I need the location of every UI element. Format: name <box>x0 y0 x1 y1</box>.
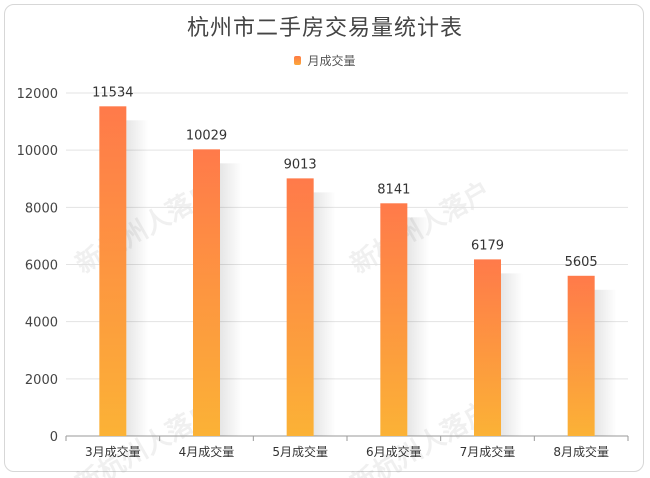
chart-legend[interactable]: 月成交量 <box>0 52 650 69</box>
bars: 11534 10029 9013 8141 6179 5605 <box>92 85 617 437</box>
legend-swatch <box>294 56 302 65</box>
x-tick-label: 5月成交量 <box>272 444 328 459</box>
y-tick-label: 12000 <box>17 87 58 102</box>
y-tick-label: 10000 <box>17 144 58 159</box>
x-tick-label: 3月成交量 <box>85 444 141 459</box>
bar[interactable] <box>567 275 595 436</box>
y-tick-label: 6000 <box>25 259 58 274</box>
x-tick-label: 8月成交量 <box>553 444 609 459</box>
bar-shadow <box>313 192 336 436</box>
bar[interactable] <box>286 178 314 436</box>
y-tick-label: 2000 <box>25 373 58 388</box>
bar[interactable] <box>474 259 501 436</box>
legend-label: 月成交量 <box>307 54 356 68</box>
data-label: 8141 <box>377 182 410 197</box>
bar-shadow <box>126 120 149 437</box>
bar[interactable] <box>99 106 127 437</box>
gridlines <box>66 92 628 437</box>
y-axis: 0 2000 4000 6000 8000 10000 12000 <box>17 87 58 445</box>
data-label: 9013 <box>284 157 317 172</box>
x-tick-label: 6月成交量 <box>366 444 422 459</box>
x-tick-label: 4月成交量 <box>179 444 235 459</box>
x-tick-label: 7月成交量 <box>460 444 516 459</box>
y-tick-label: 0 <box>50 430 58 445</box>
data-label: 5605 <box>565 255 598 270</box>
bar[interactable] <box>193 149 220 436</box>
bar[interactable] <box>380 203 408 436</box>
data-label: 11534 <box>92 85 133 100</box>
bar-shadow <box>407 217 430 436</box>
bar-shadow <box>220 163 242 436</box>
bar-shadow <box>594 289 617 436</box>
x-axis: 3月成交量 4月成交量 5月成交量 6月成交量 7月成交量 8月成交量 <box>65 436 629 459</box>
data-label: 6179 <box>471 238 504 253</box>
y-tick-label: 4000 <box>25 316 58 331</box>
bar-shadow <box>501 273 523 436</box>
data-label: 10029 <box>186 128 227 143</box>
chart-title: 杭州市二手房交易量统计表 <box>186 16 463 41</box>
y-tick-label: 8000 <box>25 201 58 216</box>
